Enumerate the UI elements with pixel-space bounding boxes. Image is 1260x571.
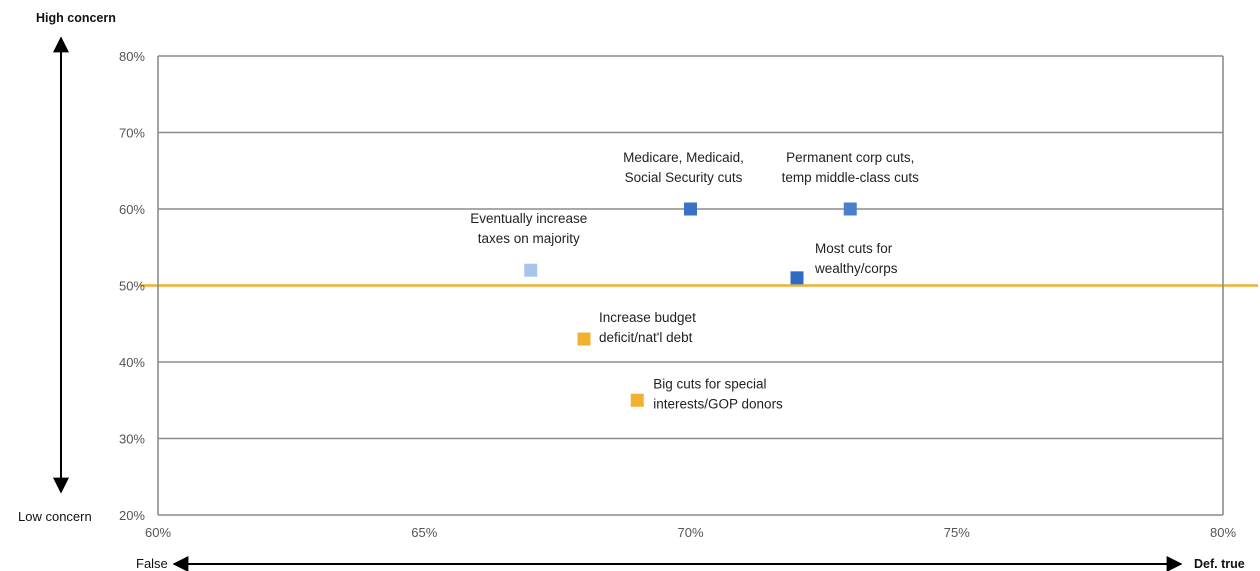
point-label: Permanent corp cuts, temp middle-class cu… [782,150,920,185]
x-tick-label: 80% [1210,525,1236,540]
point-label-line: Permanent corp cuts, [786,150,914,165]
point-label-line: deficit/nat'l debt [599,330,693,345]
x-tick-label: 65% [411,525,437,540]
point-label-line: Big cuts for special [653,376,766,391]
x-tick-label: 60% [145,525,171,540]
scatter-point [524,263,538,277]
y-tick-label: 60% [119,202,145,217]
x-tick-label: 75% [944,525,970,540]
y-tick-label: 40% [119,355,145,370]
x-tick-label: 70% [677,525,703,540]
scatter-point [630,393,644,407]
scatter-point [577,332,591,346]
point-label: Big cuts for special interests/GOP donors [653,376,783,411]
point-label-line: Most cuts for [815,241,893,256]
point-label-line: Eventually increase [470,211,587,226]
low-concern-label: Low concern [18,509,92,524]
y-tick-label: 20% [119,508,145,523]
scatter-point [843,202,857,216]
point-label-line: interests/GOP donors [653,396,783,411]
point-label-line: wealthy/corps [814,261,898,276]
point-label: Most cuts for wealthy/corps [814,241,898,276]
point-label-line: Increase budget [599,310,696,325]
point-label-line: Social Security cuts [625,170,743,185]
def-true-label: Def. true [1194,557,1245,571]
point-label-line: Medicare, Medicaid, [623,150,744,165]
point-label-line: taxes on majority [478,231,580,246]
point-label: Medicare, Medicaid, Social Security cuts [623,150,744,185]
y-tick-label: 70% [119,126,145,141]
point-label: Increase budget deficit/nat'l debt [599,310,696,345]
scatter-point [684,202,697,216]
y-tick-label: 50% [119,279,145,294]
point-label-line: temp middle-class cuts [782,170,920,185]
point-label: Eventually increase taxes on majority [470,211,587,246]
high-concern-label: High concern [36,11,116,25]
scatter-point [790,271,804,285]
y-tick-label: 80% [119,49,145,64]
y-tick-label: 30% [119,432,145,447]
false-label: False [136,556,168,571]
